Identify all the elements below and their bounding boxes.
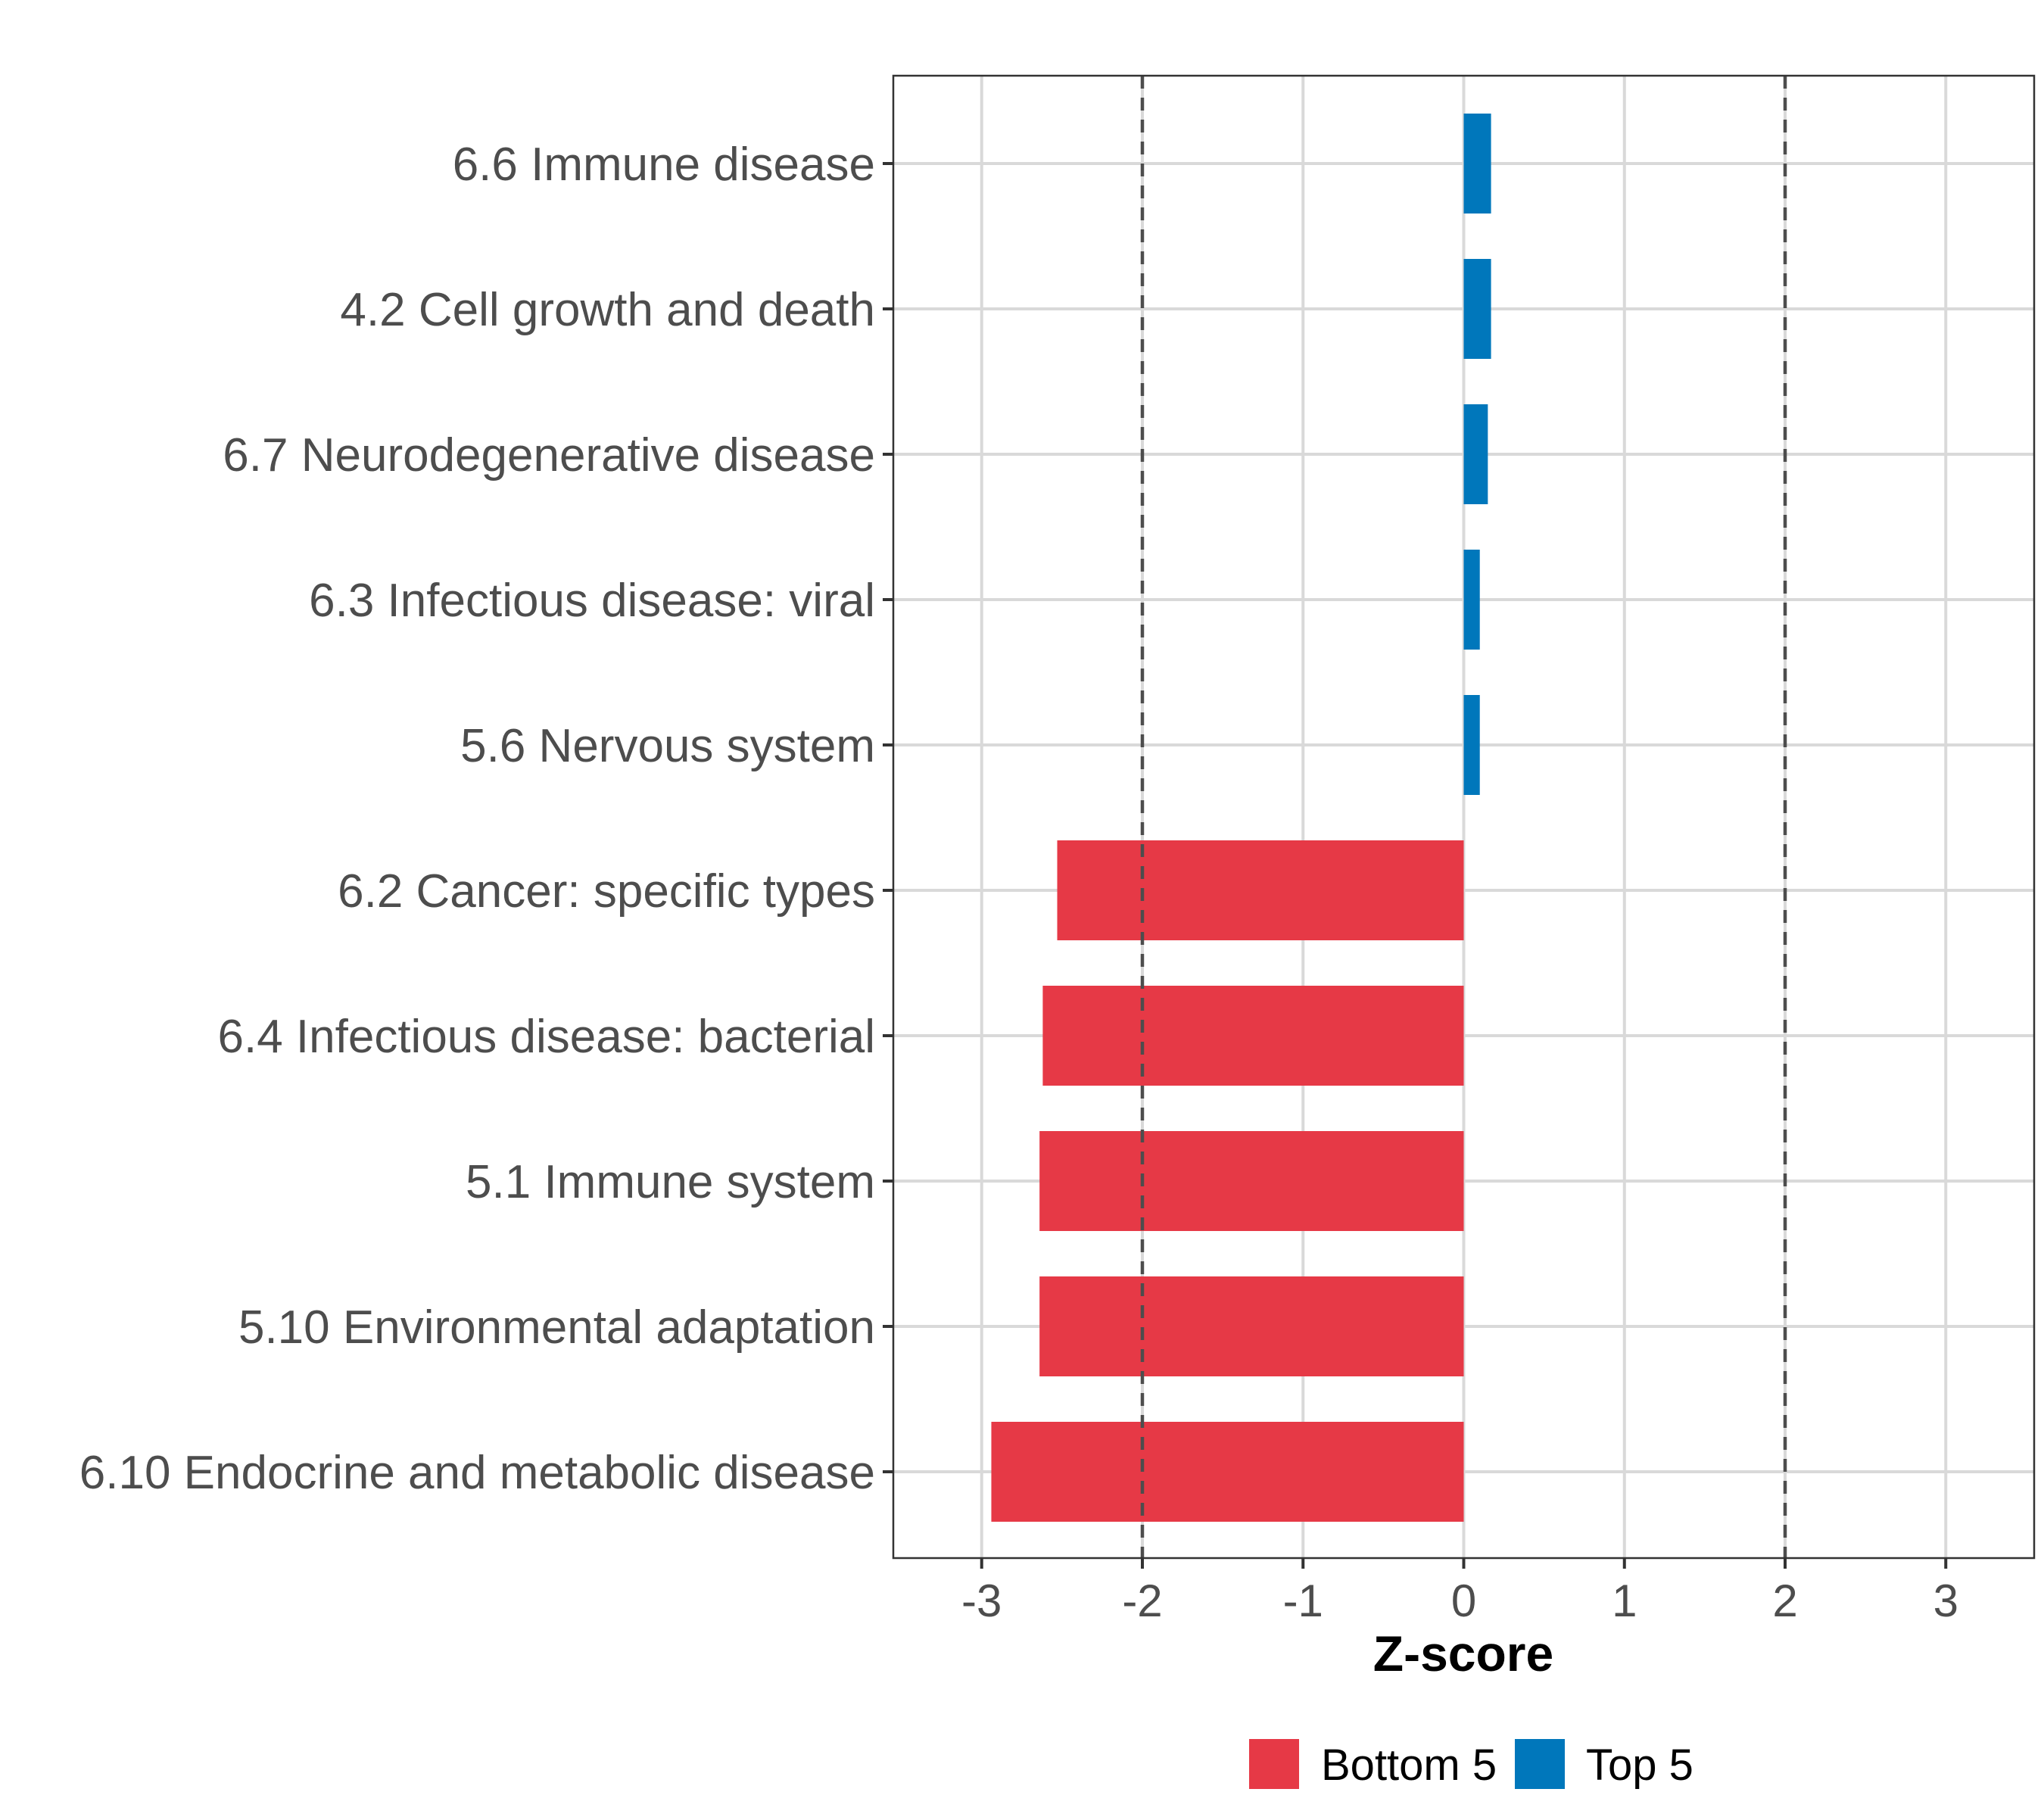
bar-bottom-5 [991,1422,1464,1522]
category-label: 6.3 Infectious disease: viral [309,575,875,627]
x-tick-label: -2 [1122,1575,1162,1626]
bar-top-5 [1463,404,1488,504]
x-tick-label: 1 [1612,1575,1637,1626]
bar-bottom-5 [1039,1131,1464,1231]
legend-label: Top 5 [1586,1741,1693,1790]
category-label: 6.10 Endocrine and metabolic disease [79,1447,875,1499]
y-axis: 6.6 Immune disease 4.2 Cell growth and de… [79,139,893,1499]
bar-top-5 [1463,695,1480,795]
bar-bottom-5 [1042,986,1464,1086]
x-axis: -3 -2 -1 0 1 2 3 [961,1558,1958,1626]
reference-lines [1140,76,1787,1558]
bars [991,114,1491,1522]
category-label: 6.6 Immune disease [453,139,875,191]
x-tick-label: 3 [1933,1575,1958,1626]
category-label: 5.1 Immune system [466,1156,875,1208]
legend-label: Bottom 5 [1321,1741,1497,1790]
bar-top-5 [1463,114,1491,213]
x-tick-label: -3 [961,1575,1002,1626]
category-label: 6.4 Infectious disease: bacterial [217,1011,875,1063]
legend: Bottom 5 Top 5 [1249,1739,1693,1790]
category-label: 6.7 Neurodegenerative disease [223,429,875,482]
category-label: 5.6 Nervous system [460,720,875,772]
x-tick-label: -1 [1283,1575,1323,1626]
bar-top-5 [1463,259,1491,359]
category-label: 4.2 Cell growth and death [340,284,875,336]
legend-key-bottom-5 [1249,1739,1299,1789]
bar-bottom-5 [1039,1276,1464,1376]
bar-bottom-5 [1057,840,1464,940]
x-axis-title: Z-score [1373,1625,1553,1681]
x-tick-label: 2 [1772,1575,1797,1626]
legend-key-top-5 [1515,1739,1565,1789]
category-label: 6.2 Cancer: specific types [338,865,875,918]
category-label: 5.10 Environmental adaptation [238,1301,875,1354]
x-tick-label: 0 [1451,1575,1476,1626]
bar-top-5 [1463,550,1480,650]
